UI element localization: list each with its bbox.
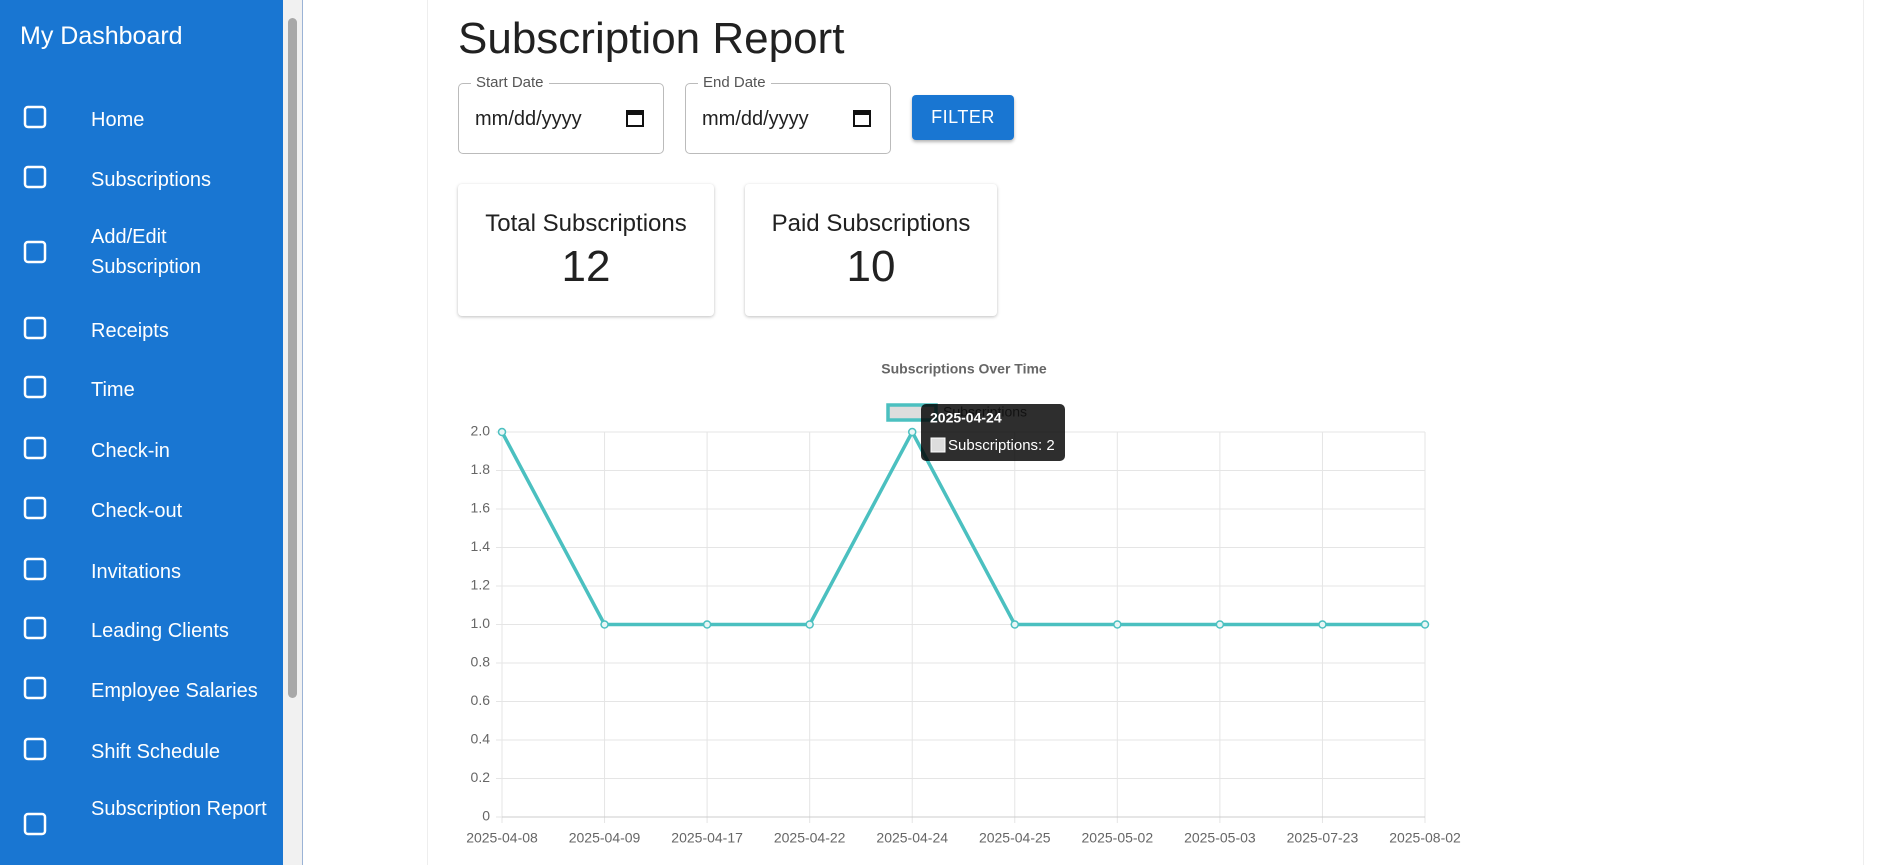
icon-shape — [23, 436, 47, 460]
chart: Subscriptions Over Time 0 0.2 0.4 0.6 0.8 1.0… — [466, 361, 1461, 846]
x-tick-label: 2025-04-08 — [466, 830, 538, 846]
sidebar: My Dashboard Home Subscriptions Add/Edit S… — [0, 0, 283, 865]
x-tick-label: 2025-04-22 — [774, 830, 846, 846]
tooltip-swatch — [930, 437, 946, 453]
nav-label: Shift Schedule — [91, 741, 220, 763]
card-value: 12 — [561, 242, 611, 291]
icon-shape — [23, 557, 47, 581]
x-tick-label: 2025-04-25 — [979, 830, 1051, 846]
x-tick-label: 2025-08-02 — [1389, 830, 1461, 846]
field-label: End Date — [698, 74, 771, 91]
y-tick-label: 0.2 — [471, 769, 491, 785]
card-label: Paid Subscriptions — [771, 210, 971, 237]
point — [1113, 620, 1122, 629]
icon-shape — [23, 812, 47, 836]
icon-shape — [23, 496, 47, 520]
icon-shape — [23, 165, 47, 189]
calendar-icon[interactable] — [625, 108, 645, 128]
nav-icon — [23, 557, 47, 581]
field-label: Start Date — [471, 74, 549, 91]
calendar-icon[interactable] — [852, 108, 872, 128]
nav-label: Receipts — [91, 320, 169, 342]
y-tick-label: 2.0 — [471, 423, 491, 439]
x-tick-label: 2025-05-03 — [1184, 830, 1256, 846]
point — [907, 427, 917, 437]
nav-label: Invitations — [91, 561, 182, 583]
nav-label: Employee Salaries — [91, 680, 258, 702]
nav-icon — [23, 105, 47, 129]
point — [1318, 620, 1327, 629]
tooltip-title: 2025-04-24 — [930, 410, 1002, 426]
point — [805, 620, 814, 629]
y-tick-label: 0.8 — [471, 654, 491, 670]
icon-shape — [23, 240, 47, 264]
icon-shape — [23, 616, 47, 640]
point — [702, 620, 712, 629]
nav-label: Subscription Report — [91, 798, 267, 820]
nav-icon — [23, 737, 47, 761]
nav-label: Check-out — [91, 500, 183, 522]
stat-card: Total Subscriptions 12 — [458, 184, 714, 316]
nav-label: Add/Edit Subscription — [91, 226, 202, 278]
y-tick-label: 1.2 — [471, 577, 491, 593]
scrollbar[interactable] — [283, 0, 303, 865]
x-tick-label: 2025-04-09 — [569, 830, 641, 846]
icon-shape — [23, 676, 47, 700]
nav-icon — [23, 316, 47, 340]
sidebar-title: My Dashboard — [20, 22, 183, 50]
nav-icon — [23, 496, 47, 520]
nav-icon — [23, 676, 47, 700]
nav-icon — [23, 812, 47, 836]
y-tick-label: 0.4 — [471, 731, 491, 747]
x-tick-label: 2025-07-23 — [1287, 830, 1359, 846]
field-placeholder: mm/dd/yyyy — [702, 108, 809, 130]
stat-card: Paid Subscriptions 10 — [745, 184, 997, 316]
point — [600, 620, 609, 629]
x-tick-label: 2025-04-17 — [671, 830, 743, 846]
icon-shape — [23, 316, 47, 340]
icon-shape — [23, 105, 47, 129]
nav-label: Check-in — [91, 440, 170, 462]
icon-shape — [23, 737, 47, 761]
tooltip — [921, 404, 1065, 461]
page-title: Subscription Report — [458, 14, 845, 63]
chart-title: Subscriptions Over Time — [881, 361, 1047, 377]
nav-label: Subscriptions — [91, 169, 212, 191]
y-tick-label: 1.8 — [471, 461, 491, 477]
card-value: 10 — [846, 242, 896, 291]
point — [1215, 620, 1225, 629]
y-tick-label: 0 — [482, 808, 490, 824]
field-placeholder: mm/dd/yyyy — [475, 108, 582, 130]
nav-icon — [23, 616, 47, 640]
nav-label: Leading Clients — [91, 620, 229, 642]
nav-icon — [23, 375, 47, 399]
filter-button[interactable]: FILTER — [912, 95, 1014, 140]
nav-icon — [23, 165, 47, 189]
tooltip-body: Subscriptions: 2 — [948, 437, 1055, 454]
line — [500, 428, 1425, 627]
content-panel — [427, 0, 1864, 865]
card-label: Total Subscriptions — [485, 210, 687, 237]
y-tick-label: 0.6 — [471, 692, 491, 708]
end-date-field[interactable]: End Date mm/dd/yyyy — [685, 74, 891, 154]
point — [1420, 620, 1430, 629]
nav-label: Home — [91, 109, 145, 131]
nav-icon — [23, 436, 47, 460]
nav-label: Time — [91, 379, 135, 401]
point — [497, 427, 507, 437]
x-tick-label: 2025-05-02 — [1082, 830, 1154, 846]
x-tick-label: 2025-04-24 — [876, 830, 948, 846]
y-tick-label: 1.6 — [471, 500, 491, 516]
y-tick-label: 1.4 — [471, 538, 491, 554]
y-tick-label: 1.0 — [471, 615, 491, 631]
icon-shape — [23, 375, 47, 399]
scroll-thumb[interactable] — [288, 18, 297, 698]
start-date-field[interactable]: Start Date mm/dd/yyyy — [458, 74, 664, 154]
nav-icon — [23, 240, 47, 264]
point — [1010, 620, 1020, 629]
